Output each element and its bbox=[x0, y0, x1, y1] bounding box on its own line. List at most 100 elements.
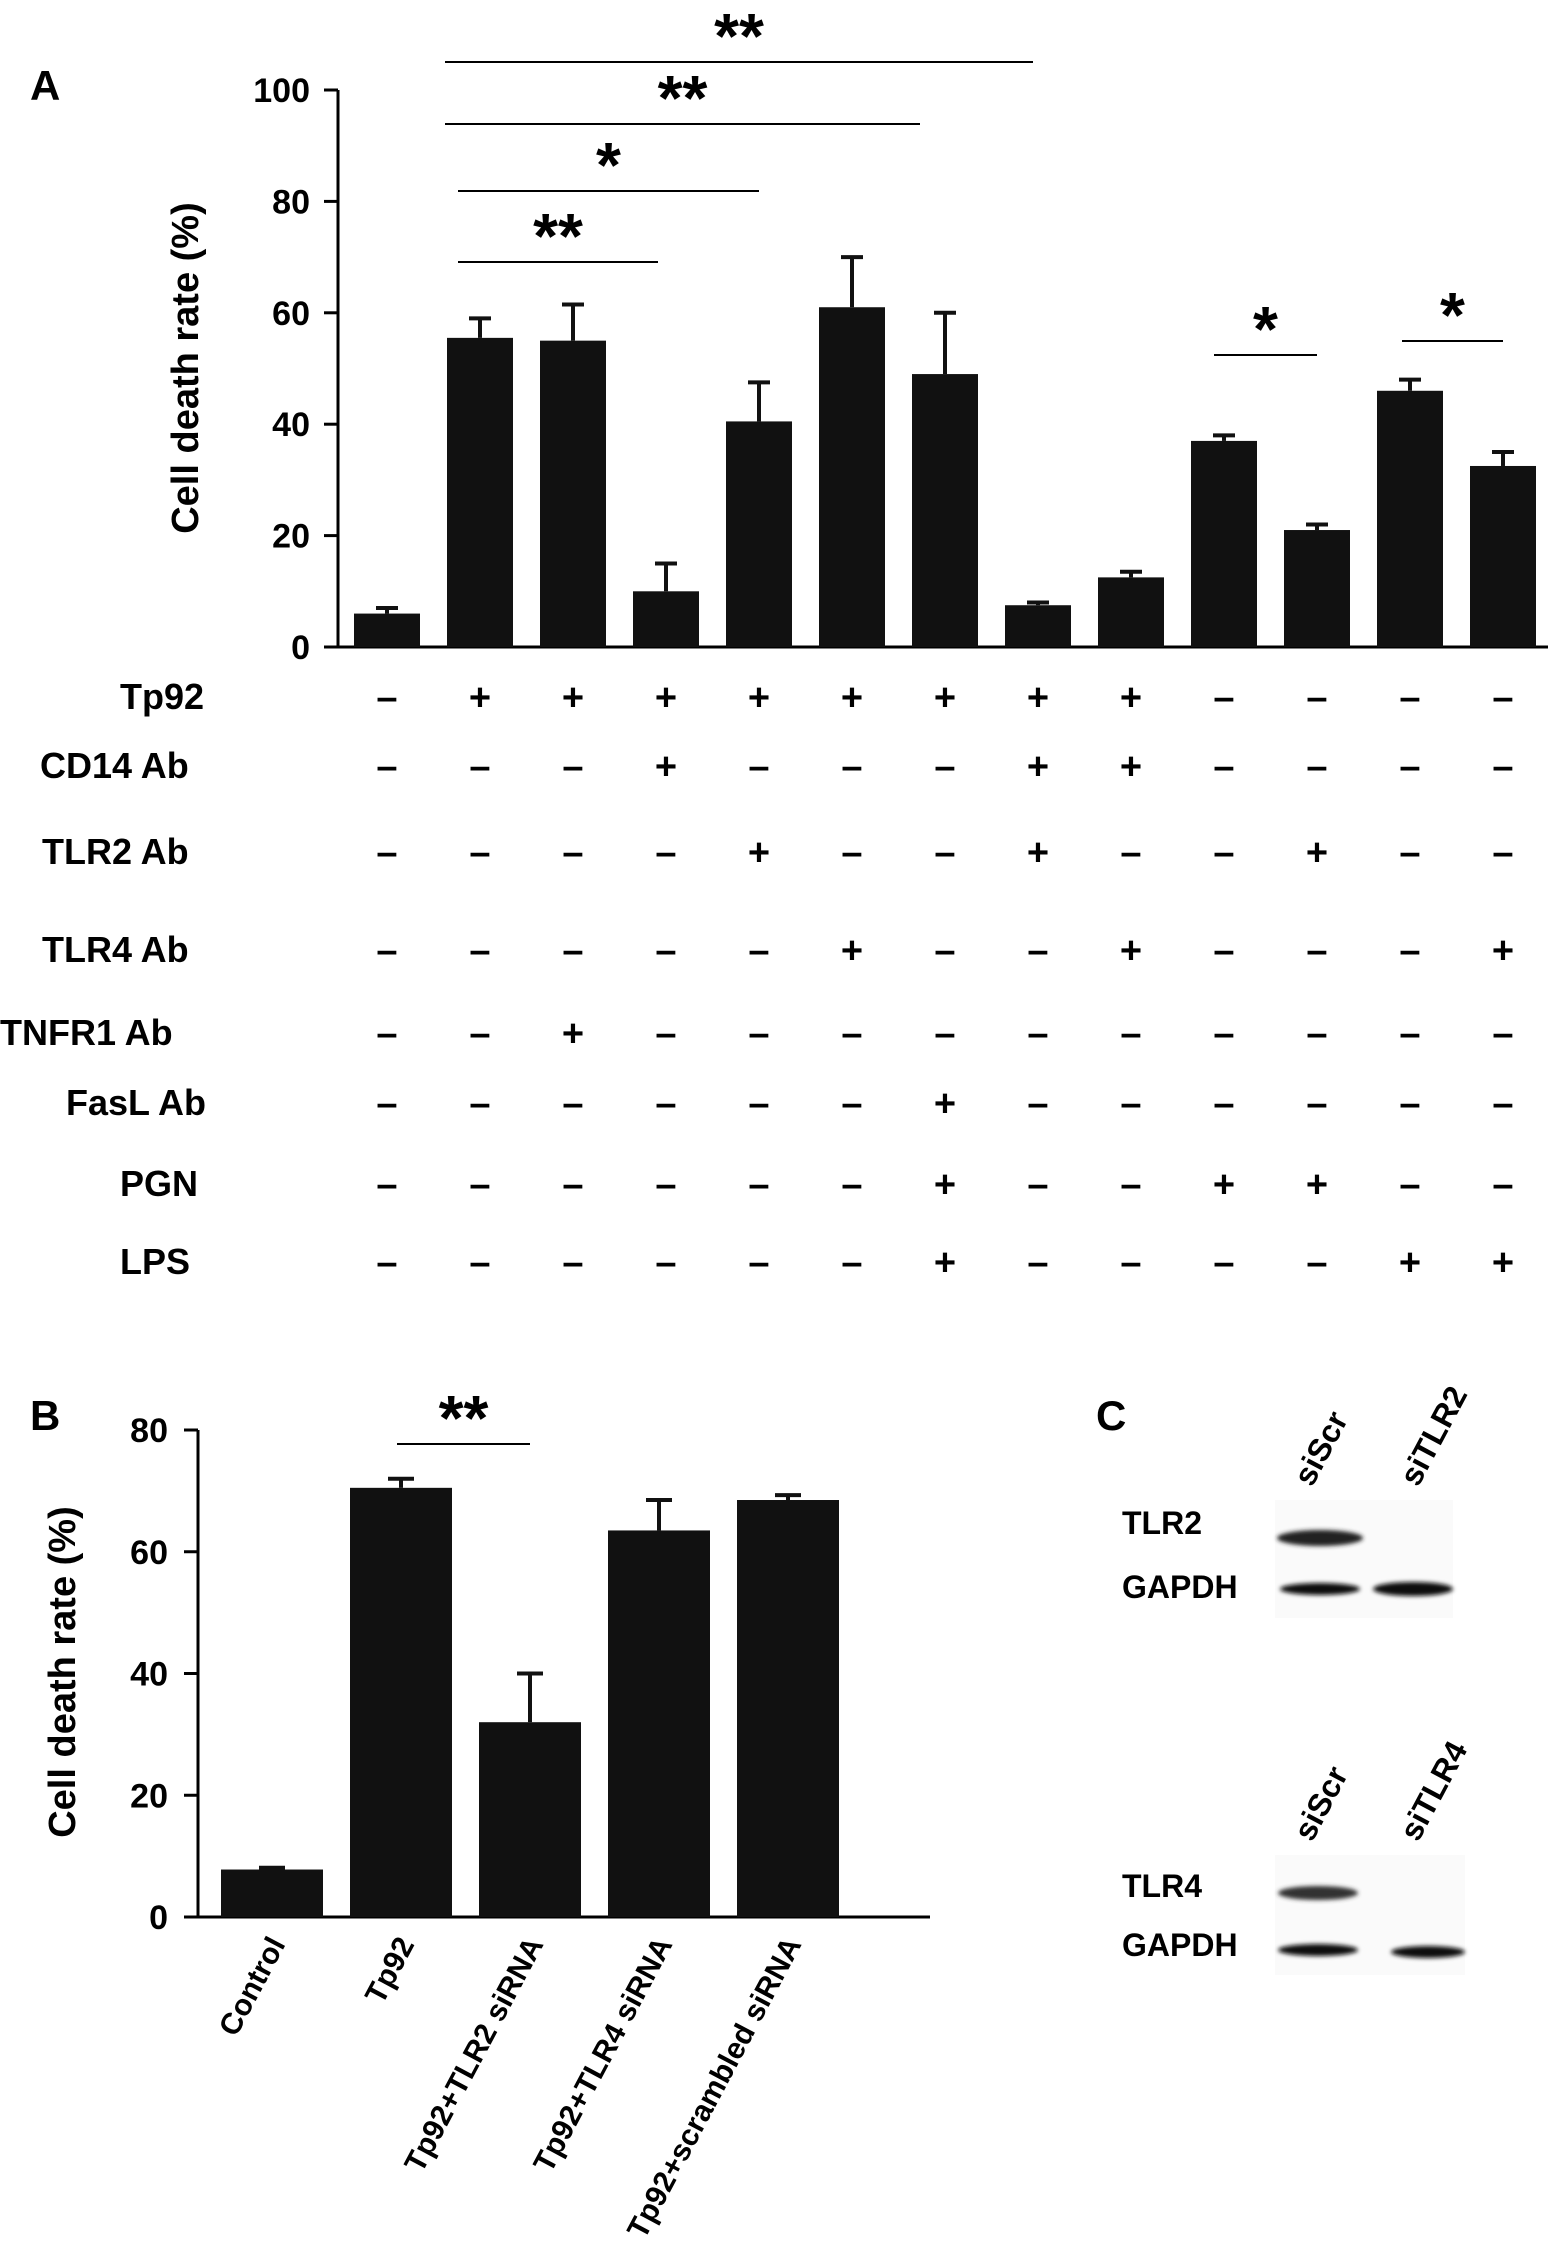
blot-tlr2: siScr siTLR2 TLR2 GAPDH bbox=[1122, 1380, 1474, 1618]
blot-tlr2-lane-1-label: siScr bbox=[1286, 1405, 1355, 1491]
chart-a-significance-mark: ** bbox=[714, 0, 764, 72]
chart-a-y-axis-label: Cell death rate (%) bbox=[165, 202, 207, 534]
treatment-sign: – bbox=[376, 746, 397, 788]
treatment-sign: – bbox=[1399, 677, 1420, 719]
treatment-sign: – bbox=[1306, 746, 1327, 788]
treatment-row-label: Tp92 bbox=[120, 676, 204, 717]
treatment-sign: + bbox=[562, 1013, 584, 1055]
treatment-sign: – bbox=[1213, 1013, 1234, 1055]
chart-a-bar bbox=[1470, 465, 1536, 647]
treatment-sign: – bbox=[469, 1013, 490, 1055]
chart-a-bar bbox=[1098, 577, 1164, 647]
treatment-sign: – bbox=[1306, 1083, 1327, 1125]
treatment-sign: – bbox=[1399, 930, 1420, 972]
treatment-sign: + bbox=[562, 677, 584, 719]
treatment-sign: + bbox=[1027, 832, 1049, 874]
treatment-sign: + bbox=[934, 1083, 956, 1125]
treatment-sign: – bbox=[1120, 1242, 1141, 1284]
treatment-sign: – bbox=[1492, 832, 1513, 874]
treatment-sign: – bbox=[1027, 1164, 1048, 1206]
chart-a-bar bbox=[819, 307, 885, 647]
treatment-sign: – bbox=[562, 1083, 583, 1125]
treatment-sign: – bbox=[841, 1242, 862, 1284]
treatment-sign: – bbox=[841, 1083, 862, 1125]
treatment-sign: – bbox=[748, 1242, 769, 1284]
treatment-sign: – bbox=[748, 1083, 769, 1125]
treatment-sign: – bbox=[562, 832, 583, 874]
treatment-sign: + bbox=[655, 746, 677, 788]
treatment-row-label: LPS bbox=[120, 1241, 190, 1282]
blot-tlr2-gapdh-band-sitlr2 bbox=[1373, 1582, 1453, 1596]
chart-b-category-label: Tp92+TLR4 siRNA bbox=[528, 1932, 680, 2178]
treatment-sign: – bbox=[1213, 1242, 1234, 1284]
treatment-sign: – bbox=[469, 746, 490, 788]
chart-a-bar bbox=[1005, 605, 1071, 647]
treatment-sign: + bbox=[934, 1164, 956, 1206]
blot-tlr4-row-2-label: GAPDH bbox=[1122, 1927, 1238, 1963]
chart-a-significance-mark: ** bbox=[533, 200, 583, 272]
chart-a-bar bbox=[633, 591, 699, 647]
treatment-sign: – bbox=[1306, 1242, 1327, 1284]
treatment-sign: + bbox=[1027, 746, 1049, 788]
chart-b-bar bbox=[350, 1487, 452, 1917]
treatment-sign: + bbox=[1306, 1164, 1328, 1206]
treatment-sign: + bbox=[1399, 1242, 1421, 1284]
treatment-sign: + bbox=[841, 930, 863, 972]
treatment-sign: – bbox=[562, 1242, 583, 1284]
blot-tlr2-band-siscr bbox=[1277, 1530, 1363, 1546]
treatment-row-label: PGN bbox=[120, 1163, 198, 1204]
treatment-row-label: FasL Ab bbox=[66, 1082, 206, 1123]
treatment-sign: – bbox=[376, 677, 397, 719]
chart-a-bar bbox=[354, 613, 420, 647]
treatment-sign: – bbox=[841, 1164, 862, 1206]
treatment-row-label: TLR2 Ab bbox=[42, 831, 189, 872]
blot-tlr4-row-1-label: TLR4 bbox=[1122, 1868, 1202, 1904]
treatment-sign: – bbox=[376, 1013, 397, 1055]
chart-b-bar bbox=[737, 1500, 839, 1917]
treatment-sign: – bbox=[469, 1164, 490, 1206]
blot-tlr4: siScr siTLR4 TLR4 GAPDH bbox=[1122, 1735, 1474, 1975]
treatment-sign: – bbox=[934, 930, 955, 972]
blot-tlr2-membrane bbox=[1275, 1500, 1453, 1618]
treatment-sign: + bbox=[1120, 746, 1142, 788]
treatment-sign: – bbox=[562, 746, 583, 788]
treatment-sign: – bbox=[1027, 1083, 1048, 1125]
chart-b-y-tick-label: 40 bbox=[130, 1656, 168, 1694]
chart-a-y-tick-label: 40 bbox=[272, 406, 310, 444]
treatment-sign: – bbox=[376, 832, 397, 874]
chart-a-bar bbox=[447, 337, 513, 647]
treatment-sign: – bbox=[1399, 1083, 1420, 1125]
treatment-sign: – bbox=[1399, 1164, 1420, 1206]
treatment-sign: + bbox=[655, 677, 677, 719]
treatment-sign: – bbox=[1213, 677, 1234, 719]
panel-a-letter: A bbox=[30, 62, 60, 109]
treatment-sign: – bbox=[655, 832, 676, 874]
treatment-sign: – bbox=[655, 1013, 676, 1055]
treatment-row-label: CD14 Ab bbox=[40, 745, 189, 786]
chart-b-bar bbox=[479, 1722, 581, 1917]
treatment-sign: + bbox=[748, 832, 770, 874]
chart-a-significance-mark: * bbox=[1253, 293, 1278, 365]
treatment-sign: – bbox=[1492, 1083, 1513, 1125]
chart-b-significance-mark: ** bbox=[439, 1382, 489, 1454]
treatment-sign: – bbox=[934, 1013, 955, 1055]
treatment-sign: – bbox=[934, 746, 955, 788]
treatment-sign: – bbox=[1492, 1164, 1513, 1206]
treatment-sign: – bbox=[1027, 1242, 1048, 1284]
treatment-sign: + bbox=[1492, 930, 1514, 972]
treatment-sign: – bbox=[1213, 746, 1234, 788]
treatment-sign: + bbox=[1306, 832, 1328, 874]
treatment-sign: + bbox=[934, 677, 956, 719]
treatment-sign: – bbox=[655, 1242, 676, 1284]
chart-a-bar bbox=[540, 340, 606, 647]
chart-a-significance-mark: * bbox=[596, 129, 621, 201]
blot-tlr4-band-siscr bbox=[1278, 1886, 1358, 1900]
blot-tlr4-gapdh-band-siscr bbox=[1278, 1944, 1358, 1956]
treatment-sign: – bbox=[469, 1083, 490, 1125]
treatment-row-label: TNFR1 Ab bbox=[0, 1012, 173, 1053]
treatment-sign: – bbox=[1399, 1013, 1420, 1055]
treatment-sign: – bbox=[841, 746, 862, 788]
blot-tlr2-gapdh-band-siscr bbox=[1280, 1583, 1360, 1595]
chart-a-y-tick-label: 100 bbox=[253, 72, 310, 110]
